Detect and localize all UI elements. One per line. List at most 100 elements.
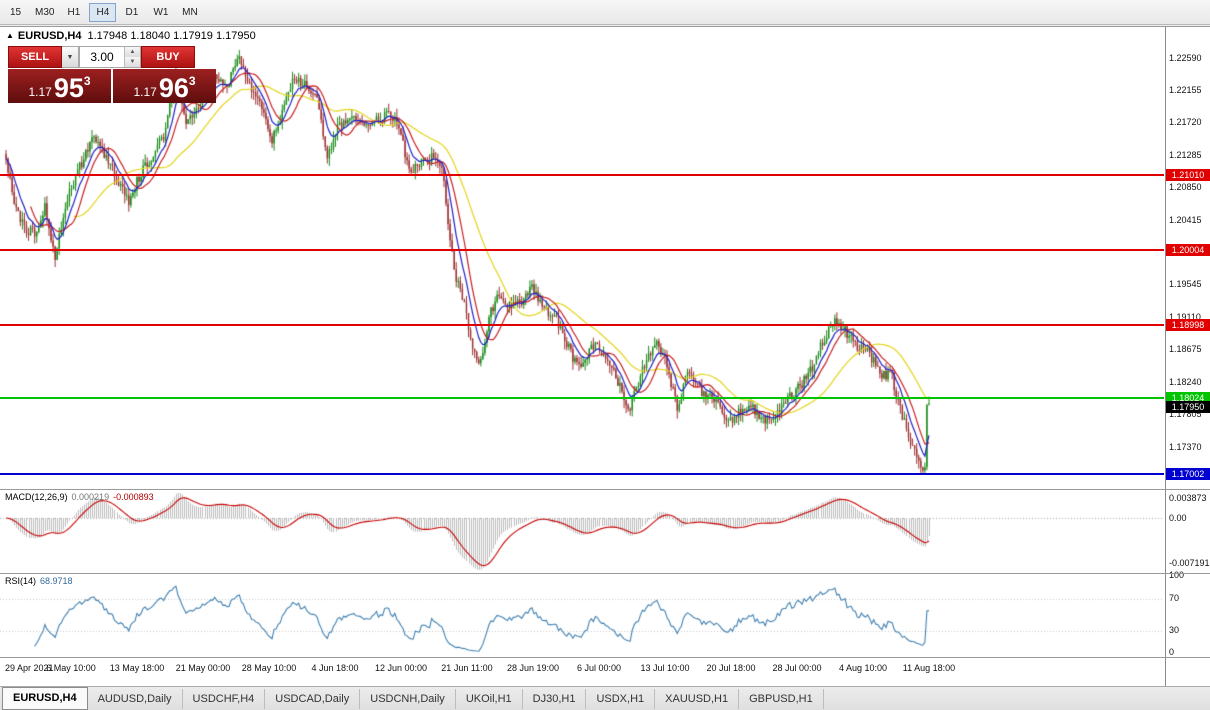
buy-quote-box[interactable]: 1.17 96 3 <box>113 69 216 103</box>
timeframe-bar: 15 M30 H1 H4 D1 W1 MN <box>1 2 204 22</box>
current-price-tag: 1.17950 <box>1166 401 1210 414</box>
rsi-value: 68.9718 <box>40 576 73 586</box>
one-click-trade-widget: SELL ▼ ▲ ▼ BUY 1.17 95 3 1.1 <box>8 46 216 103</box>
hline-1.18998[interactable] <box>0 324 1164 327</box>
price-tag-1.17002: 1.17002 <box>1166 467 1210 480</box>
price-tick-1.19110: 1.19110 <box>1169 311 1201 322</box>
sell-price-big: 95 <box>53 73 84 103</box>
chart-tab-USDX-H1[interactable]: USDX,H1 <box>586 688 656 709</box>
chart-tab-USDCHF-H4[interactable]: USDCHF,H4 <box>183 688 266 709</box>
hline-1.17002[interactable] <box>0 472 1164 475</box>
chart-area[interactable]: ▲ EURUSD,H4 1.17948 1.18040 1.17919 1.1795… <box>0 27 1164 489</box>
price-tag-1.18024: 1.18024 <box>1166 391 1210 404</box>
price-tick-1.20850: 1.20850 <box>1169 182 1202 193</box>
spin-down-icon[interactable]: ▼ <box>125 57 140 67</box>
time-label: 21 Jun 11:00 <box>441 663 493 673</box>
buy-button[interactable]: BUY <box>141 46 195 68</box>
time-label: 13 May 18:00 <box>109 663 165 673</box>
chart-window: ▲ EURUSD,H4 1.17948 1.18040 1.17919 1.1795… <box>0 26 1210 687</box>
macd-name: MACD(12,26,9) <box>5 492 68 502</box>
hline-1.21010[interactable] <box>0 174 1164 177</box>
chart-tab-USDCNH-Daily[interactable]: USDCNH,Daily <box>360 688 456 709</box>
macd-axis-min: -0.007191 <box>1169 558 1210 568</box>
macd-chart-canvas[interactable] <box>0 490 1164 572</box>
chart-tab-AUDUSD-Daily[interactable]: AUDUSD,Daily <box>88 688 183 709</box>
chart-tab-UKOil-H1[interactable]: UKOil,H1 <box>456 688 523 709</box>
timeframe-button-W1[interactable]: W1 <box>147 3 174 22</box>
rsi-axis-30: 30 <box>1169 625 1180 635</box>
spin-up-icon[interactable]: ▲ <box>125 47 140 57</box>
price-tag-1.18998: 1.18998 <box>1166 319 1210 332</box>
chart-symbol-label: EURUSD,H4 <box>17 30 82 42</box>
price-tag-1.21010: 1.21010 <box>1166 169 1210 182</box>
sell-price-prefix: 1.17 <box>28 85 52 99</box>
price-tag-1.20004: 1.20004 <box>1166 244 1210 257</box>
chart-tab-bar: EURUSD,H4 AUDUSD,Daily USDCHF,H4 USDCAD,Dai… <box>0 686 1210 710</box>
hline-1.18024[interactable] <box>0 396 1164 399</box>
price-tick-1.18675: 1.18675 <box>1169 344 1202 355</box>
timeframe-button-H4[interactable]: H4 <box>89 2 117 22</box>
sell-button[interactable]: SELL <box>8 46 62 68</box>
panel-separator <box>0 657 1210 658</box>
panel-separator[interactable] <box>0 573 1210 574</box>
sell-price-pipette: 3 <box>83 74 91 88</box>
price-tick-1.21720: 1.21720 <box>1169 117 1202 128</box>
time-label: 12 Jun 00:00 <box>374 663 428 673</box>
chart-tab-EURUSD-H4[interactable]: EURUSD,H4 <box>2 687 88 710</box>
chart-ohlc-values: 1.17948 1.18040 1.17919 1.17950 <box>87 30 256 42</box>
buy-price-prefix: 1.17 <box>133 85 157 99</box>
macd-axis-zero: 0.00 <box>1169 513 1187 523</box>
time-label: 6 May 10:00 <box>46 663 96 673</box>
time-label: 4 Aug 10:00 <box>838 663 888 673</box>
macd-axis-max: 0.003873 <box>1169 493 1207 503</box>
rsi-chart-canvas[interactable] <box>0 575 1164 655</box>
macd-value: 0.000219 <box>71 492 110 502</box>
time-label: 20 Jul 18:00 <box>706 663 756 673</box>
chart-tab-XAUUSD-H1[interactable]: XAUUSD,H1 <box>655 688 740 709</box>
panel-separator[interactable] <box>0 489 1210 490</box>
expand-triangle-icon[interactable]: ▲ <box>6 31 14 40</box>
timeframe-button-15[interactable]: 15 <box>2 3 29 22</box>
time-label: 21 May 00:00 <box>175 663 231 673</box>
volume-input[interactable] <box>80 47 124 67</box>
volume-box: ▲ ▼ <box>79 46 141 68</box>
rsi-axis-100: 100 <box>1169 570 1185 580</box>
rsi-axis-0: 0 <box>1169 647 1175 657</box>
price-tick-1.19545: 1.19545 <box>1169 279 1202 290</box>
timeframe-toolbar: 15 M30 H1 H4 D1 W1 MN <box>0 0 1210 25</box>
price-tick-1.21285: 1.21285 <box>1169 149 1202 160</box>
timeframe-button-MN[interactable]: MN <box>176 3 203 22</box>
rsi-panel: RSI(14) 68.9718 <box>0 574 1164 657</box>
chart-tab-GBPUSD-H1[interactable]: GBPUSD,H1 <box>739 688 824 709</box>
axis-divider <box>1165 27 1166 687</box>
chart-tab-USDCAD-Daily[interactable]: USDCAD,Daily <box>265 688 361 709</box>
hline-1.20004[interactable] <box>0 249 1164 252</box>
time-axis[interactable]: 29 Apr 2021 6 May 10:00 13 May 18:00 21 May… <box>0 658 1164 686</box>
volume-dropdown-button[interactable]: ▼ <box>62 46 79 68</box>
time-label: 28 Jun 19:00 <box>506 663 560 673</box>
macd-label: MACD(12,26,9) 0.000219 -0.000893 <box>5 492 154 502</box>
timeframe-button-D1[interactable]: D1 <box>118 3 145 22</box>
time-label: 29 Apr 2021 <box>5 663 54 673</box>
price-tick-1.17370: 1.17370 <box>1169 441 1202 452</box>
time-label: 4 Jun 18:00 <box>311 663 359 673</box>
candlestick-chart-canvas[interactable] <box>0 27 1164 489</box>
time-label: 6 Jul 00:00 <box>576 663 622 673</box>
time-label: 28 May 10:00 <box>241 663 297 673</box>
timeframe-button-M30[interactable]: M30 <box>31 3 58 22</box>
price-tick-1.20415: 1.20415 <box>1169 214 1202 225</box>
timeframe-button-H1[interactable]: H1 <box>60 3 87 22</box>
price-tick-1.17805: 1.17805 <box>1169 409 1202 420</box>
buy-price-pipette: 3 <box>188 74 196 88</box>
price-tick-1.22155: 1.22155 <box>1169 84 1202 95</box>
price-axis[interactable]: 0.003873 0.00 -0.007191 100 70 30 0 1.22… <box>1166 27 1210 687</box>
macd-signal-value: -0.000893 <box>113 492 154 502</box>
price-tick-1.22590: 1.22590 <box>1169 52 1202 63</box>
sell-quote-box[interactable]: 1.17 95 3 <box>8 69 111 103</box>
macd-panel: MACD(12,26,9) 0.000219 -0.000893 <box>0 490 1164 573</box>
time-label: 28 Jul 00:00 <box>772 663 822 673</box>
chart-title: ▲ EURUSD,H4 1.17948 1.18040 1.17919 1.1795… <box>6 30 256 42</box>
price-tick-1.18240: 1.18240 <box>1169 376 1202 387</box>
chart-tab-DJ30-H1[interactable]: DJ30,H1 <box>523 688 587 709</box>
rsi-label: RSI(14) 68.9718 <box>5 576 73 586</box>
